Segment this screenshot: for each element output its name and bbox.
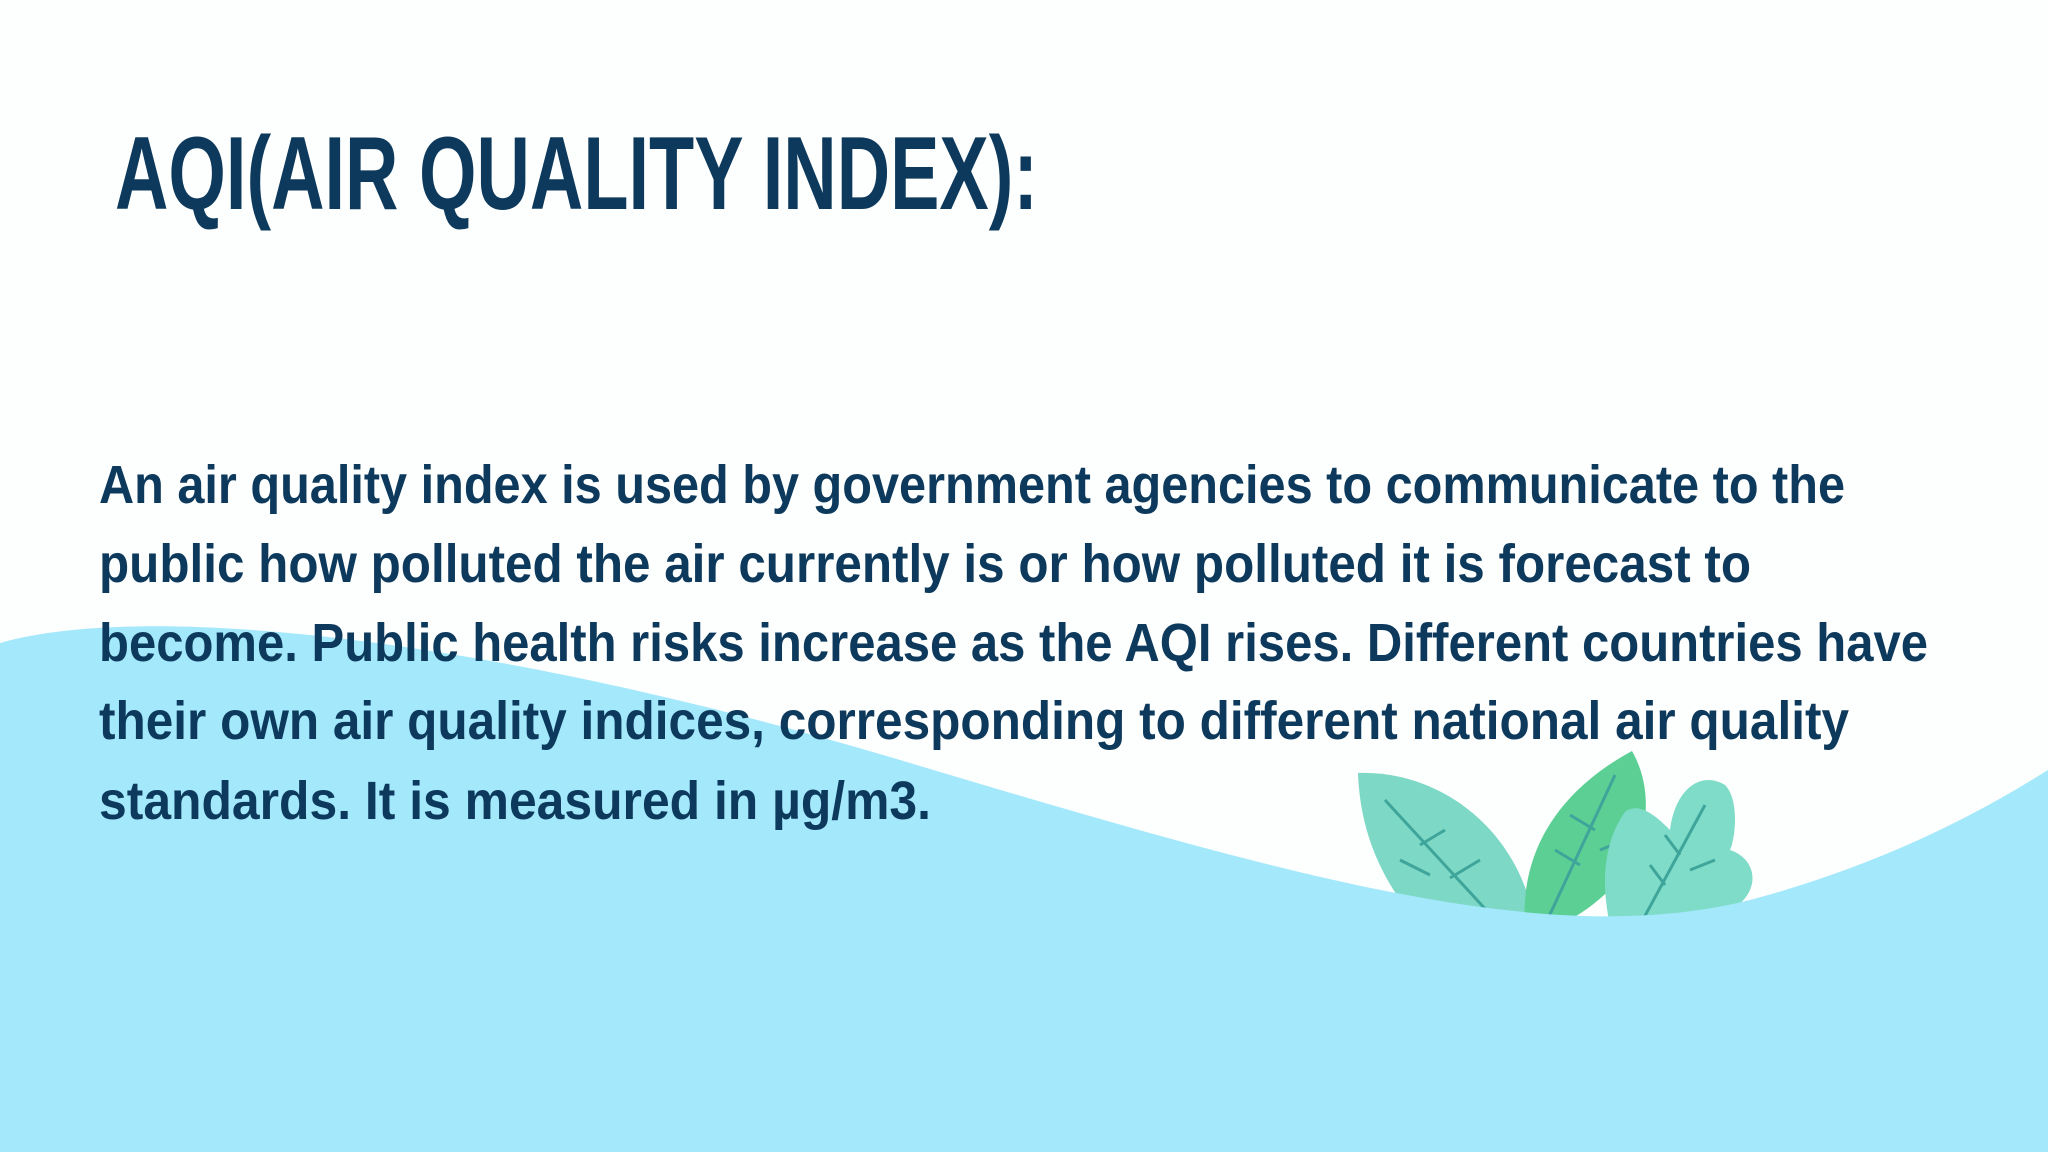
body-line: An air quality index is used by governme… bbox=[99, 455, 1845, 515]
leaf bbox=[1358, 772, 1535, 925]
leaves bbox=[1358, 751, 1753, 927]
body-line: their own air quality indices, correspon… bbox=[99, 691, 1849, 751]
leaf-vein bbox=[1383, 798, 1502, 927]
title: AQI(AIR QUALITY INDEX): bbox=[115, 116, 1038, 232]
body-line: become. Public health risks increase as … bbox=[99, 613, 1928, 673]
body-line: standards. It is measured in µg/m3. bbox=[99, 771, 931, 831]
leaf-vein bbox=[1543, 774, 1626, 926]
leaf-vein bbox=[1638, 804, 1716, 926]
wave bbox=[0, 626, 2048, 1152]
body-line: public how polluted the air currently is… bbox=[99, 534, 1751, 594]
